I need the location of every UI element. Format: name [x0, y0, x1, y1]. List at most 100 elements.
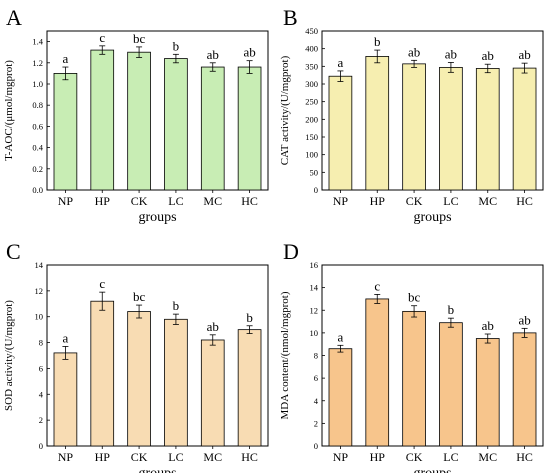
significance-label: ab	[518, 312, 530, 327]
bar	[53, 352, 78, 447]
significance-label: b	[448, 302, 455, 317]
significance-label: ab	[518, 47, 530, 62]
bar	[237, 329, 262, 447]
bar	[475, 338, 500, 447]
bar	[200, 339, 225, 447]
x-tick-label: HC	[516, 194, 533, 208]
bar	[200, 66, 225, 191]
significance-label: b	[246, 310, 253, 325]
y-tick-label: 0.2	[32, 164, 43, 174]
x-tick-label: MC	[478, 194, 497, 208]
panel-letter: C	[6, 239, 21, 264]
x-tick-label: CK	[406, 194, 423, 208]
x-tick-label: HP	[95, 194, 111, 208]
bar	[512, 67, 537, 191]
x-tick-label: HP	[95, 450, 111, 464]
chart-panel-a: A 0.0 0.2 0.4 0.6 0.8 1.0 1.2 1.4 a NP c HP bc CK b LC ab…	[3, 5, 269, 225]
bar	[164, 318, 188, 447]
bar	[90, 300, 115, 447]
bar	[127, 51, 151, 191]
bar	[439, 322, 463, 447]
x-tick-label: NP	[58, 450, 74, 464]
bar	[512, 332, 537, 447]
y-tick-label: 2	[314, 418, 318, 428]
bar	[328, 348, 353, 447]
significance-label: b	[374, 34, 381, 49]
x-tick-label: LC	[168, 194, 183, 208]
significance-label: a	[63, 330, 69, 345]
y-tick-label: 6	[314, 373, 318, 383]
x-tick-label: CK	[131, 194, 148, 208]
y-tick-label: 0.6	[32, 121, 43, 131]
chart-panel-c: C 0 2 4 6 8 10 12 14 a NP c HP bc CK b LC ab MC b HC groups SO…	[3, 239, 269, 473]
bar	[127, 311, 151, 447]
y-tick-label: 4	[314, 396, 319, 406]
y-tick-label: 300	[305, 79, 318, 89]
y-tick-label: 0.0	[32, 185, 43, 195]
significance-label: ab	[408, 44, 420, 59]
y-axis-label: SOD activity/(U/mgprot)	[3, 300, 15, 411]
significance-label: c	[99, 30, 105, 45]
y-tick-label: 2	[39, 415, 43, 425]
y-tick-label: 1.2	[32, 58, 43, 68]
y-tick-label: 10	[310, 328, 319, 338]
bar	[53, 73, 78, 191]
y-tick-label: 0	[314, 441, 318, 451]
y-tick-label: 250	[305, 97, 318, 107]
y-axis-label: MDA content/(nmol/mgprot)	[279, 291, 291, 419]
chart-panel-d: D 0 2 4 6 8 10 12 14 16 a NP c HP bc CK b LC ab MC ab HC group…	[279, 239, 544, 473]
bar	[328, 75, 353, 191]
y-tick-label: 150	[305, 132, 318, 142]
x-tick-label: MC	[203, 450, 222, 464]
significance-label: b	[173, 38, 180, 53]
y-tick-label: 14	[310, 283, 319, 293]
significance-label: ab	[482, 318, 494, 333]
y-tick-label: 12	[35, 286, 44, 296]
y-tick-label: 10	[35, 312, 44, 322]
y-tick-label: 12	[310, 305, 319, 315]
x-tick-label: HC	[241, 194, 258, 208]
x-axis-label: groups	[138, 466, 176, 473]
bar	[402, 63, 426, 191]
x-tick-label: NP	[58, 194, 74, 208]
bar	[439, 66, 463, 191]
x-axis-label: groups	[413, 210, 451, 225]
significance-label: bc	[133, 31, 146, 46]
y-tick-label: 0.4	[32, 143, 43, 153]
y-tick-label: 6	[39, 363, 43, 373]
panel-letter: D	[283, 239, 299, 264]
y-tick-label: 200	[305, 114, 318, 124]
significance-label: a	[63, 51, 69, 66]
significance-label: bc	[408, 290, 421, 305]
significance-label: ab	[482, 48, 494, 63]
y-tick-label: 400	[305, 44, 318, 54]
y-axis-label: T-AOC/(μmol/mgprot)	[3, 60, 15, 161]
panel-letter: B	[283, 5, 298, 30]
x-tick-label: HC	[516, 450, 533, 464]
significance-label: a	[338, 55, 344, 70]
significance-label: ab	[207, 319, 219, 334]
y-tick-label: 14	[35, 260, 44, 270]
bar	[365, 56, 390, 191]
x-tick-label: MC	[478, 450, 497, 464]
y-tick-label: 450	[305, 26, 318, 36]
x-tick-label: NP	[333, 450, 349, 464]
x-tick-label: LC	[443, 450, 458, 464]
bar	[164, 58, 188, 191]
y-tick-label: 0	[39, 441, 43, 451]
significance-label: b	[173, 298, 180, 313]
significance-label: c	[374, 278, 380, 293]
x-tick-label: CK	[406, 450, 423, 464]
chart-panel-b: B 0 50 100 150 200 250 300 350 400 450 a NP b HP ab CK ab…	[279, 5, 544, 225]
y-tick-label: 50	[310, 167, 319, 177]
x-tick-label: LC	[443, 194, 458, 208]
y-tick-label: 100	[305, 150, 318, 160]
y-tick-label: 1.4	[32, 37, 43, 47]
plot-frame	[321, 264, 544, 447]
bar	[90, 49, 115, 191]
panel-letter: A	[6, 5, 22, 30]
x-tick-label: HC	[241, 450, 258, 464]
bar	[475, 68, 500, 191]
x-tick-label: NP	[333, 194, 349, 208]
